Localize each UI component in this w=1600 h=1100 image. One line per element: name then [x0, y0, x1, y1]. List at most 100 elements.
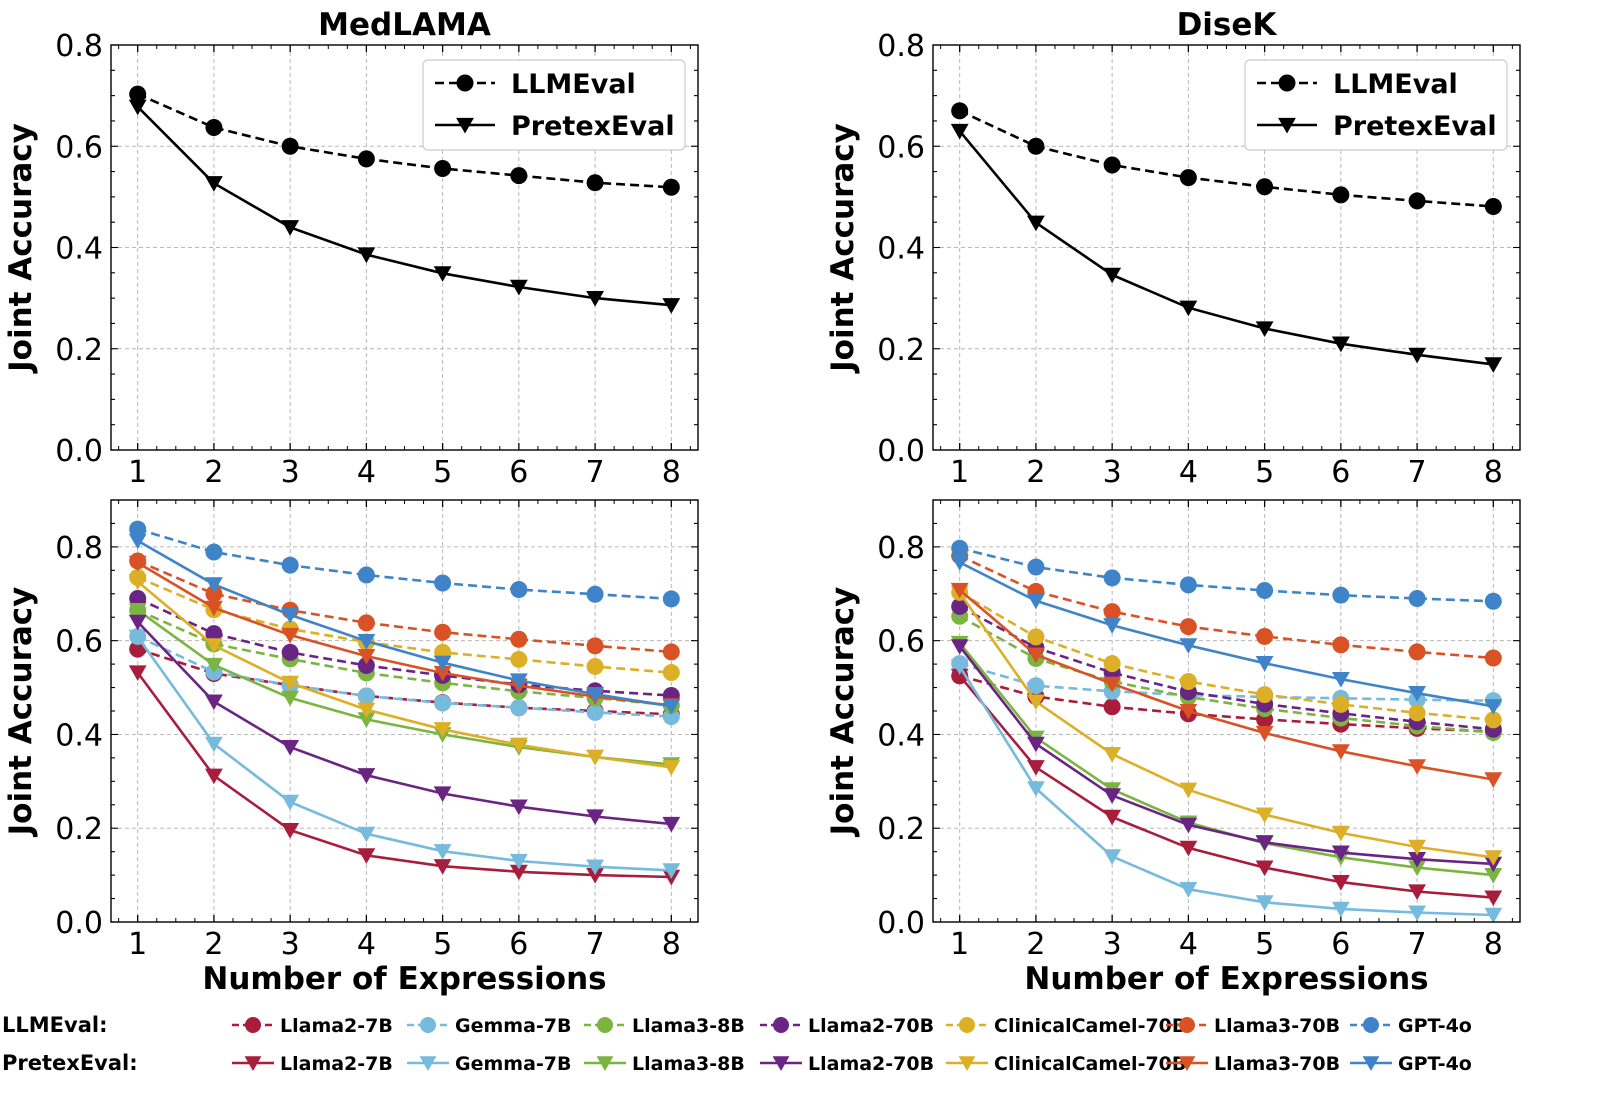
- series-line: [958, 645, 1494, 866]
- data-point: [1408, 860, 1426, 877]
- data-point: [510, 167, 528, 185]
- data-point: [1484, 711, 1502, 729]
- series-line: [137, 576, 672, 674]
- plot-frame: [932, 499, 1521, 923]
- data-point: [1408, 192, 1426, 210]
- legend-label: Gemma-7B: [455, 1053, 572, 1075]
- data-point: [434, 574, 452, 592]
- legend-row-pretexeval: PretexEval: Llama2-7B Gemma-7B Llama3-8B Lla…: [2, 1051, 1472, 1075]
- legend-label: GPT-4o: [1398, 1053, 1472, 1075]
- data-point: [951, 597, 969, 615]
- legend-marker: [1362, 1056, 1380, 1071]
- data-point: [1179, 618, 1197, 636]
- data-point: [1408, 643, 1426, 661]
- legend-marker: [959, 1017, 975, 1033]
- legend-marker: [1178, 1056, 1196, 1071]
- data-point: [357, 649, 376, 665]
- series-pretexeval-llama3-70b: [950, 582, 1503, 788]
- series-line: [958, 665, 1494, 917]
- data-point: [128, 99, 147, 116]
- data-point: [434, 694, 452, 712]
- legend-marker: [597, 1017, 613, 1033]
- y-tick-label: 0.0: [877, 434, 925, 469]
- data-point: [281, 740, 300, 756]
- y-tick-label: 0.0: [55, 434, 103, 469]
- legend-label: LLMEval: [511, 69, 636, 100]
- legend-label: LLMEval: [1333, 69, 1458, 100]
- data-point: [1332, 695, 1350, 713]
- data-point: [205, 543, 223, 561]
- legend-label: ClinicalCamel-70B: [994, 1015, 1186, 1037]
- data-point: [1027, 736, 1045, 753]
- data-point: [1331, 744, 1350, 760]
- data-point: [662, 863, 681, 879]
- data-point: [205, 600, 223, 617]
- plot-frame: [932, 44, 1521, 451]
- series-line: [959, 561, 1494, 708]
- data-point: [950, 123, 969, 140]
- data-point: [281, 823, 300, 839]
- x-tick-label: 4: [1179, 927, 1198, 962]
- data-point: [357, 657, 375, 675]
- y-tick-label: 0.6: [55, 625, 103, 660]
- x-axis-label: Number of Expressions: [202, 961, 606, 997]
- data-point: [662, 643, 680, 661]
- y-tick-label: 0.4: [877, 232, 925, 267]
- legend-row-label: LLMEval:: [2, 1013, 107, 1037]
- data-point: [433, 722, 452, 738]
- data-point: [1027, 137, 1045, 155]
- legend-marker: [596, 1056, 614, 1071]
- panel-medlama-top: 1 2 3 4 5 6 7 8 0.0 0.2 0.4 0.6 0.8 Joint Accuracy Med…: [3, 7, 699, 490]
- data-point: [1027, 593, 1045, 610]
- data-point: [1103, 156, 1121, 174]
- x-tick-label: 7: [1408, 455, 1427, 490]
- data-point: [1103, 849, 1122, 865]
- data-point: [434, 160, 452, 178]
- data-point: [1027, 781, 1045, 797]
- data-point: [1331, 845, 1350, 862]
- data-point: [433, 844, 452, 860]
- panel-disek-bottom: 1 2 3 4 5 6 7 8 0.0 0.2 0.4 0.6 0.8 Joint Accuracy Num…: [825, 499, 1521, 997]
- data-point: [357, 614, 375, 632]
- x-tick-label: 2: [1026, 927, 1045, 962]
- legend-label: Llama2-70B: [808, 1015, 934, 1037]
- y-axis-label: Joint Accuracy: [3, 587, 39, 838]
- data-point: [950, 659, 969, 675]
- x-tick-label: 2: [204, 927, 223, 962]
- series-pretexeval-llama2-70b: [128, 614, 681, 833]
- legend-marker: [1179, 1017, 1195, 1033]
- data-point: [1103, 809, 1122, 826]
- data-point: [510, 650, 528, 668]
- data-point: [205, 119, 223, 137]
- data-point: [1408, 852, 1426, 868]
- series-pretexeval-llama2-70b: [950, 639, 1503, 873]
- data-point: [433, 786, 452, 802]
- data-point: [433, 665, 452, 682]
- data-point: [510, 581, 528, 599]
- legend-marker: [773, 1017, 789, 1033]
- series-line: [137, 609, 672, 707]
- y-tick-label: 0.8: [877, 29, 925, 64]
- data-point: [1256, 686, 1274, 704]
- data-point: [128, 555, 147, 572]
- legend-label: ClinicalCamel-70B: [994, 1053, 1186, 1075]
- panel-medlama-bottom: 1 2 3 4 5 6 7 8 0.0 0.2 0.4 0.6 0.8 Joint Accuracy Num…: [3, 499, 699, 997]
- data-point: [950, 639, 969, 655]
- x-tick-label: 8: [1484, 927, 1503, 962]
- data-point: [433, 859, 452, 875]
- series-line: [137, 92, 672, 189]
- data-point: [128, 603, 147, 619]
- data-point: [509, 864, 528, 881]
- data-point: [1331, 825, 1350, 842]
- bottom-legend: LLMEval: Llama2-7B Gemma-7B Llama3-8B Llama2…: [2, 1013, 1472, 1075]
- data-point: [281, 627, 300, 644]
- x-tick-label: 3: [281, 927, 300, 962]
- data-point: [509, 673, 528, 689]
- data-point: [129, 589, 147, 607]
- data-point: [357, 247, 376, 264]
- data-point: [281, 556, 299, 574]
- data-point: [1103, 618, 1122, 634]
- x-tick-label: 5: [1255, 455, 1274, 490]
- data-point: [586, 291, 604, 307]
- data-point: [586, 637, 604, 655]
